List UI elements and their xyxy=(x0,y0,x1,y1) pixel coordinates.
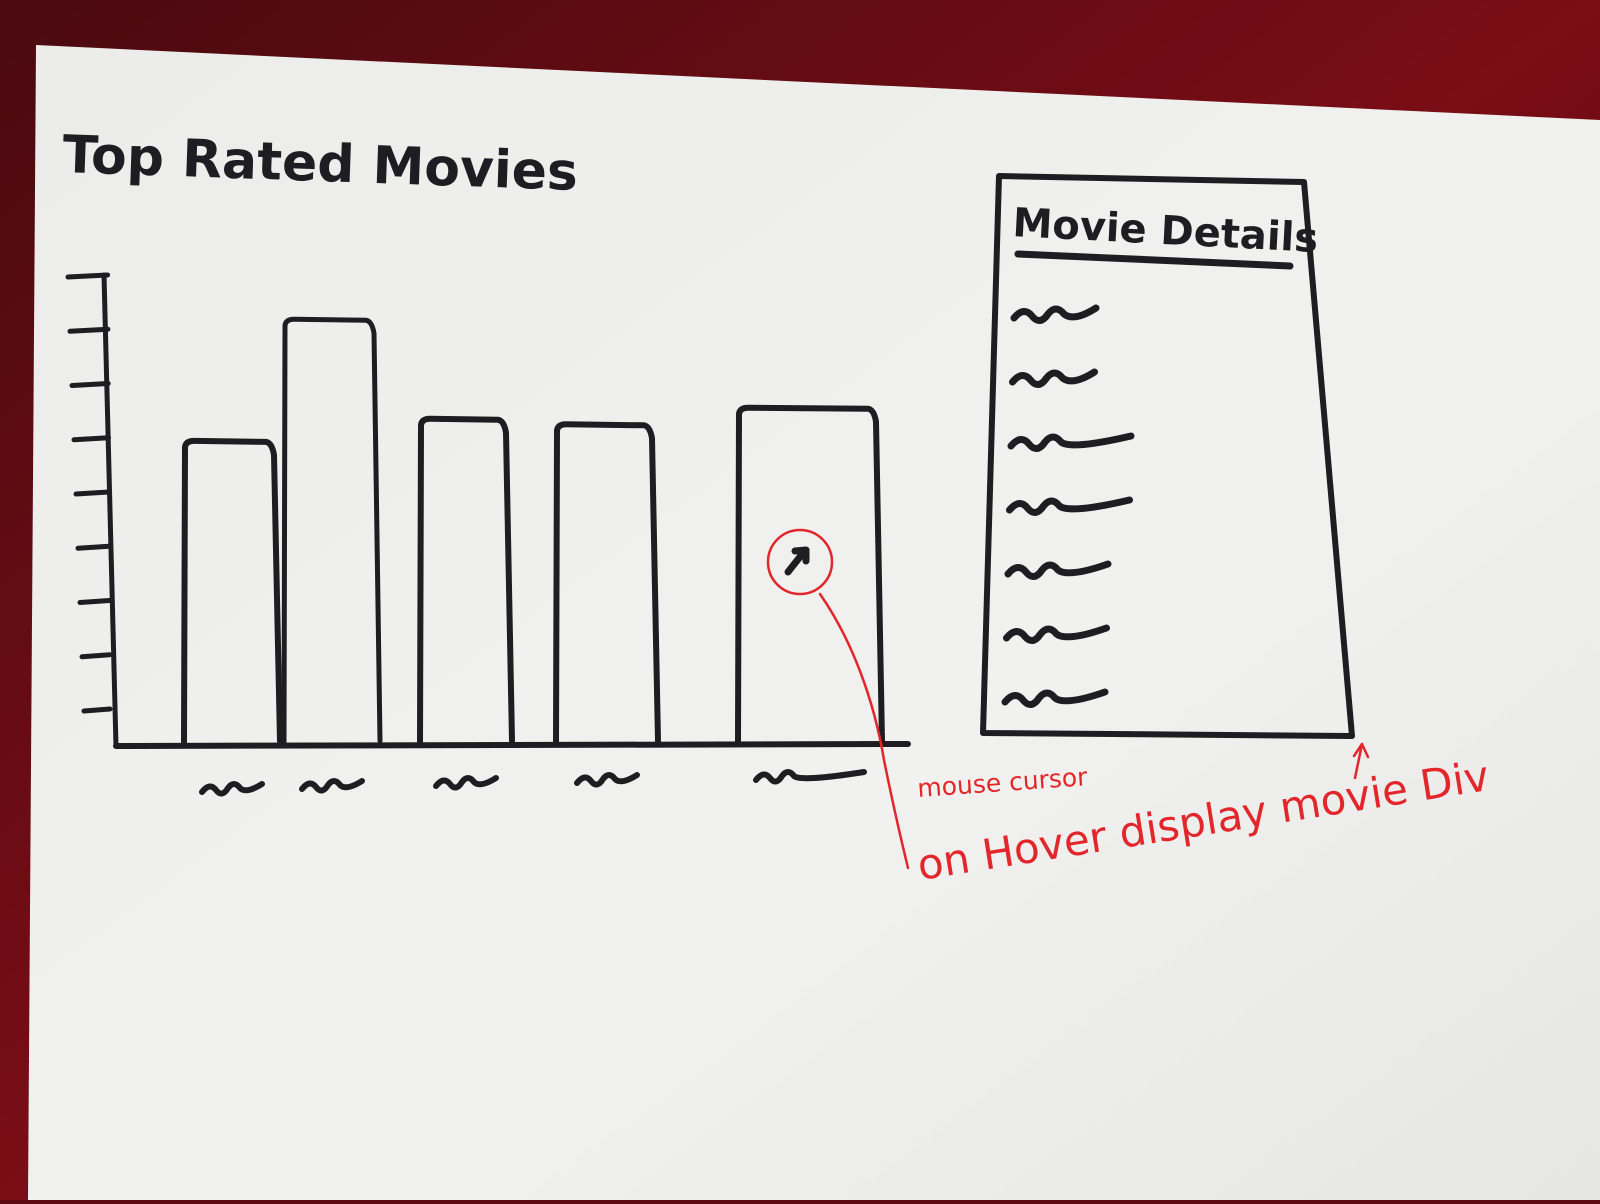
bar[interactable] xyxy=(417,415,515,745)
panel-pointer-arrow-icon xyxy=(1352,742,1370,780)
bar[interactable] xyxy=(553,421,661,745)
y-axis-tick xyxy=(69,381,111,388)
detail-line-placeholder xyxy=(1007,432,1135,452)
y-axis-tick xyxy=(73,489,112,497)
detail-line-placeholder xyxy=(1006,496,1133,516)
y-axis-tick xyxy=(81,706,113,714)
y-axis-tick xyxy=(65,272,111,280)
details-panel-frame xyxy=(980,173,1355,739)
bar-hovered[interactable] xyxy=(735,404,885,745)
y-axis-tick xyxy=(75,543,112,551)
category-label-placeholder xyxy=(574,772,640,788)
details-panel-title-underline xyxy=(1014,250,1294,270)
y-axis-tick xyxy=(79,652,113,660)
bar-chart xyxy=(65,272,911,797)
cursor-highlight-circle xyxy=(766,528,834,596)
details-panel-lines xyxy=(1001,304,1135,708)
x-axis xyxy=(113,741,911,749)
category-label-placeholder xyxy=(299,778,365,794)
y-axis-tick xyxy=(71,435,111,443)
y-axis xyxy=(101,272,119,749)
mouse-cursor-icon xyxy=(784,546,810,576)
bar[interactable] xyxy=(181,437,283,745)
y-axis-tick xyxy=(77,598,112,605)
category-label-placeholder xyxy=(433,775,499,791)
detail-line-placeholder xyxy=(1004,560,1112,580)
paper-sheet xyxy=(28,45,1600,1200)
detail-line-placeholder xyxy=(1003,624,1110,644)
detail-line-placeholder xyxy=(1001,688,1109,708)
detail-line-placeholder xyxy=(1010,304,1100,324)
y-axis-tick xyxy=(67,326,111,334)
bar[interactable] xyxy=(281,316,383,745)
detail-line-placeholder xyxy=(1009,368,1098,388)
annotation-leader-line xyxy=(818,592,910,870)
category-label-placeholder xyxy=(753,769,867,785)
category-label-placeholder xyxy=(199,781,265,797)
